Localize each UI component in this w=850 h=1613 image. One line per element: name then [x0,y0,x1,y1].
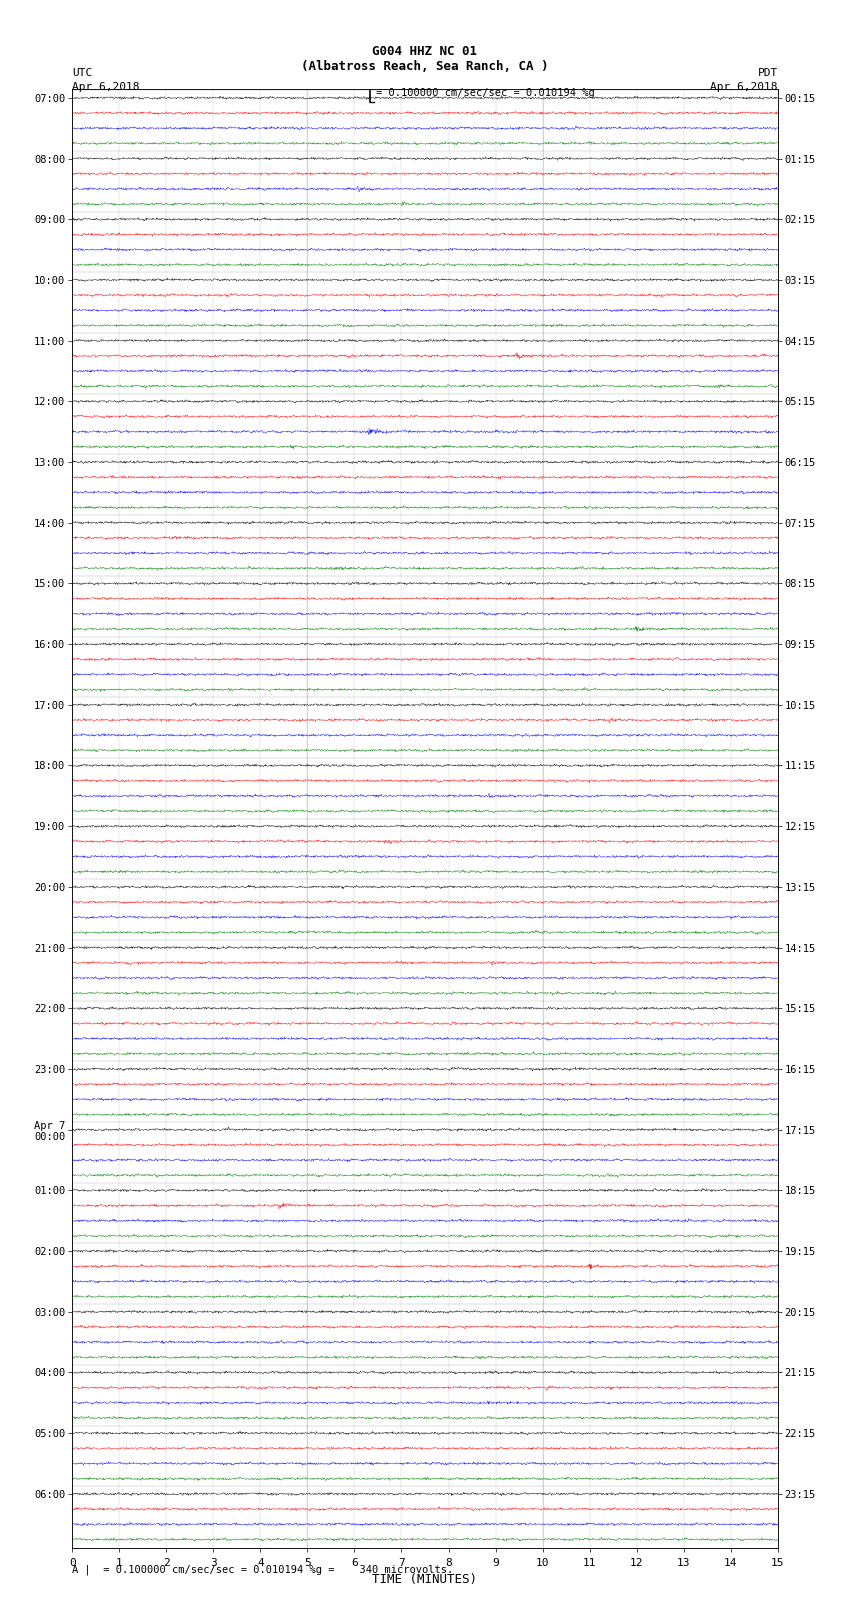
Text: = 0.100000 cm/sec/sec = 0.010194 %g: = 0.100000 cm/sec/sec = 0.010194 %g [376,89,594,98]
X-axis label: TIME (MINUTES): TIME (MINUTES) [372,1573,478,1586]
Text: A |  = 0.100000 cm/sec/sec = 0.010194 %g =    340 microvolts.: A | = 0.100000 cm/sec/sec = 0.010194 %g … [72,1565,454,1576]
Text: PDT: PDT [757,68,778,77]
Text: (Albatross Reach, Sea Ranch, CA ): (Albatross Reach, Sea Ranch, CA ) [301,60,549,73]
Text: G004 HHZ NC 01: G004 HHZ NC 01 [372,45,478,58]
Text: Apr 6,2018: Apr 6,2018 [72,82,139,92]
Text: Apr 6,2018: Apr 6,2018 [711,82,778,92]
Text: UTC: UTC [72,68,93,77]
